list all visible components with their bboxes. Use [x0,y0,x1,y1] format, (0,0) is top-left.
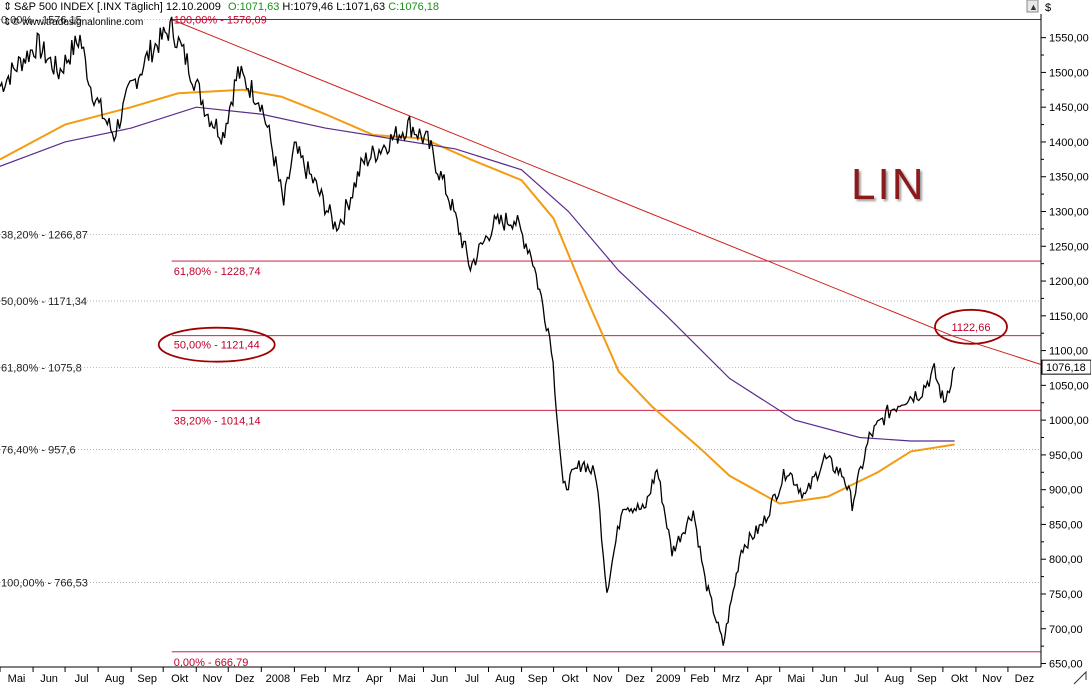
last-price-box [1041,359,1091,375]
fib-right-label-6: 100,00% - 1576,09 [174,15,267,27]
lin-annotation: LIN [851,160,925,209]
x-tick-label-14: Jul [465,673,479,685]
x-tick-label-21: Feb [690,673,709,685]
x-tick-label-8: 2008 [266,673,290,685]
y-tick-label-11: 1000,00 [1049,415,1089,427]
x-tick-label-19: Dez [625,673,645,685]
x-tick-label-22: Mrz [722,673,740,685]
price-series [0,16,956,646]
scroll-up-button[interactable]: ▲ [1026,0,1039,13]
fib-right-label-9: 38,20% - 1014,14 [174,415,261,427]
y-tick-label-15: 800,00 [1049,554,1083,566]
moving-averages [0,88,955,505]
x-tick-label-13: Jun [431,673,449,685]
y-tick-label-6: 1250,00 [1049,241,1089,253]
close-value: C:1076,18 [388,1,439,13]
fib-left-label-2: 50,00% - 1171,34 [1,296,87,308]
y-tick-label-12: 950,00 [1049,450,1083,462]
x-tick-label-15: Aug [495,673,515,685]
callout-ellipse-0 [934,308,1008,345]
y-tick-label-18: 650,00 [1049,659,1083,671]
source-text: © www.tradesignalonline.com [12,17,143,28]
fib-left-label-4: 76,40% - 957,6 [1,445,76,457]
x-tick-label-3: Aug [105,673,125,685]
y-tick-label-14: 850,00 [1049,519,1083,531]
y-tick-label-10: 1050,00 [1049,380,1089,392]
x-tick-label-9: Feb [300,673,319,685]
callout-label-0: 1122,66 [952,322,991,334]
x-tick-label-5: Okt [171,673,188,685]
y-tick-label-16: 750,00 [1049,589,1083,601]
moving-average-orange [0,88,955,505]
x-tick-label-26: Jul [854,673,868,685]
fib-left-label-0: 0,00% - 1576,15 [1,14,82,26]
last-price-tag: 1076,18 [1041,359,1091,375]
fib-right-label-8: 50,00% - 1121,44 [174,340,260,352]
y-tick-label-13: 900,00 [1049,485,1083,497]
x-tick-label-1: Jun [40,673,58,685]
y-axis: 1550,00 1500,00 1450,00 1400,00 1350,00 1300,… [1041,33,1091,671]
y-tick-label-3: 1400,00 [1049,137,1089,149]
high-value: H:1079,46 [282,1,333,13]
y-tick-label-7: 1200,00 [1049,276,1089,288]
x-tick-label-30: Nov [982,673,1002,685]
x-tick-label-31: Dez [1015,673,1035,685]
fibonacci-right-levels: 100,00% - 1576,09 61,80% - 1228,74 50,00% … [157,15,1041,669]
x-tick-label-23: Apr [755,673,772,685]
fib-right-label-7: 61,80% - 1228,74 [174,266,261,278]
callouts: 1122,66 [934,308,1008,345]
y-tick-label-17: 700,00 [1049,624,1083,636]
x-tick-label-7: Dez [235,673,255,685]
fib-highlight-ellipse-8 [157,326,276,363]
x-tick-label-2: Jul [75,673,89,685]
chart-title: S&P 500 INDEX [.INX Täglich] 12.10.2009 [14,1,221,13]
x-tick-label-16: Sep [528,673,548,685]
fib-left-label-1: 38,20% - 1266,87 [1,230,88,242]
x-tick-label-12: Mai [398,673,416,685]
x-tick-label-10: Mrz [333,673,351,685]
fib-left-label-5: 100,00% - 766,53 [1,577,88,589]
x-tick-label-4: Sep [137,673,157,685]
y-tick-label-2: 1450,00 [1049,102,1089,114]
y-tick-label-1: 1500,00 [1049,67,1089,79]
last-price-label: 1076,18 [1046,362,1086,374]
low-value: L:1071,63 [336,1,385,13]
y-tick-label-4: 1350,00 [1049,172,1089,184]
x-tick-label-17: Okt [562,673,579,685]
x-tick-label-25: Jun [820,673,838,685]
fib-right-label-10: 0,00% - 666,79 [174,657,249,669]
chart-header: ⇕ S&P 500 INDEX [.INX Täglich] 12.10.200… [3,1,439,28]
chart-symbol-icon: ⇕ [3,1,12,13]
y-tick-label-9: 1100,00 [1049,346,1088,358]
svg-text:S&P 500 INDEX [.INX Täglich]: S&P 500 INDEX [.INX Täglich] 12.10.2009 … [14,1,439,13]
downtrend-line [171,19,1042,365]
x-tick-label-11: Apr [366,673,383,685]
x-tick-label-18: Nov [593,673,613,685]
x-axis: Mai Jun Jul Aug Sep Okt Nov Dez 2008 Feb Mrz Apr Mai… [0,667,1034,685]
price-line [0,16,956,646]
open-value: O:1071,63 [228,1,279,13]
x-tick-label-29: Okt [951,673,968,685]
x-tick-label-0: Mai [8,673,26,685]
y-tick-label-0: 1550,00 [1049,33,1089,45]
x-tick-label-24: Mai [787,673,805,685]
trendline-layer [171,19,1042,365]
y-tick-label-8: 1150,00 [1049,311,1088,323]
copyright-icon: ⇕ [3,17,11,28]
moving-average-purple [0,106,955,442]
x-tick-label-6: Nov [202,673,222,685]
currency-label: $ [1045,2,1051,14]
corner-resize-handle[interactable] [1073,670,1087,685]
y-tick-label-5: 1300,00 [1049,206,1089,218]
x-tick-label-28: Sep [917,673,937,685]
arrow-up-icon: ▲ [1029,2,1038,12]
x-tick-label-20: 2009 [656,673,680,685]
x-tick-label-27: Aug [885,673,905,685]
fib-left-label-3: 61,80% - 1075,8 [1,362,82,374]
